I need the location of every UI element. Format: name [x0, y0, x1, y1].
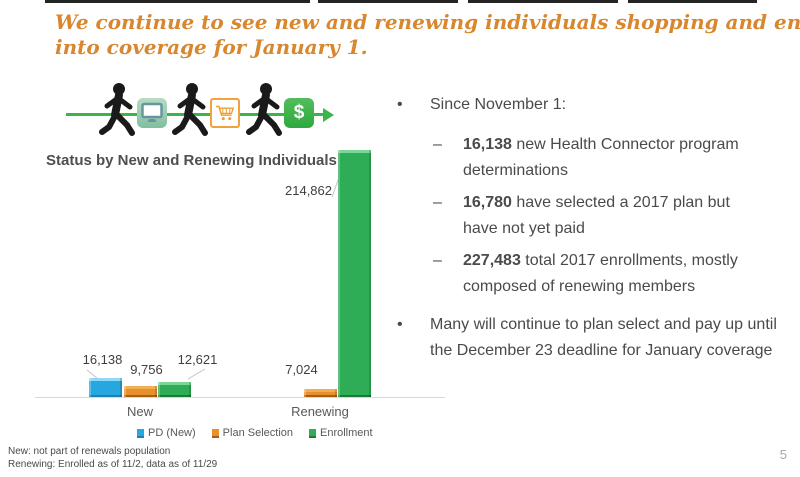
- sub-bullet-item: – 16,138 new Health Connector program de…: [390, 132, 763, 184]
- sub-bullet-item: – 16,780 have selected a 2017 plan but h…: [390, 190, 763, 242]
- top-edge-artifact: [628, 0, 757, 3]
- legend-item: Plan Selection: [211, 427, 293, 439]
- bar-enrollment-new: [158, 382, 191, 397]
- stat-number: 227,483: [463, 252, 521, 269]
- chart-title: Status by New and Renewing Individuals: [46, 152, 337, 169]
- bar-plan-selection-new: [124, 386, 157, 397]
- sub-bullet-text: new Health Connector program determinati…: [463, 136, 739, 179]
- legend-label: PD (New): [148, 427, 196, 439]
- bullet-text: Since November 1:: [430, 96, 567, 113]
- dollar-glyph: $: [293, 102, 305, 123]
- dash-glyph: –: [433, 252, 442, 269]
- legend-item: PD (New): [137, 427, 196, 439]
- legend-swatch: [137, 428, 144, 438]
- data-label: 7,024: [285, 362, 318, 377]
- data-label: 16,138: [82, 352, 123, 367]
- top-edge-artifact: [45, 0, 310, 3]
- chart-plot-area: 16,138 9,756 7,024 12,621 214,862: [35, 150, 445, 397]
- enrollment-flow-diagram: $: [60, 80, 350, 146]
- slide-title: We continue to see new and renewing indi…: [55, 10, 800, 60]
- bullet-item: • Since November 1:: [390, 92, 780, 118]
- data-label: 9,756: [130, 362, 163, 377]
- data-label: 214,862: [285, 183, 332, 198]
- top-edge-artifact: [318, 0, 458, 3]
- footnote-line-2: Renewing: Enrolled as of 11/2, data as o…: [8, 459, 218, 470]
- bullet-list: • Since November 1: – 16,138 new Health …: [390, 92, 790, 364]
- legend-item: Enrollment: [309, 427, 373, 439]
- stat-number: 16,138: [463, 136, 512, 153]
- flow-arrow-line: [66, 113, 326, 116]
- bar-enrollment-renewing: [338, 150, 371, 397]
- legend-swatch: [211, 428, 219, 438]
- dollar-icon: $: [284, 98, 314, 128]
- walking-person-icon: [172, 83, 208, 136]
- flow-arrow-head-icon: [323, 108, 334, 122]
- chart-axis-baseline: [35, 397, 445, 398]
- walking-person-icon: [99, 83, 135, 136]
- walking-person-icon: [246, 83, 282, 136]
- sub-bullet-text: have selected a 2017 plan but have not y…: [463, 194, 730, 237]
- slide-title-line-1: We continue to see new and renewing indi…: [55, 10, 800, 34]
- computer-monitor-icon: [137, 98, 167, 128]
- sub-bullet-item: – 227,483 total 2017 enrollments, mostly…: [390, 248, 763, 300]
- legend-label: Enrollment: [320, 427, 373, 439]
- bar-pd-new--new: [89, 378, 122, 397]
- legend-label: Plan Selection: [222, 427, 293, 439]
- dash-glyph: –: [433, 194, 442, 211]
- bullet-text: Many will continue to plan select and pa…: [430, 316, 777, 359]
- top-edge-artifact: [468, 0, 618, 3]
- data-label: 12,621: [177, 352, 218, 367]
- bar-plan-selection-renewing: [304, 389, 337, 397]
- bullet-glyph: •: [397, 96, 403, 113]
- bullet-item: • Many will continue to plan select and …: [390, 312, 780, 364]
- category-label-new: New: [126, 404, 153, 419]
- stat-number: 16,780: [463, 194, 512, 211]
- footnote-line-1: New: not part of renewals population: [8, 446, 171, 457]
- chart-legend: PD (New) Plan Selection Enrollment: [137, 427, 373, 439]
- category-label-renewing: Renewing: [291, 404, 349, 419]
- slide-title-line-2: into coverage for January 1.: [55, 35, 368, 59]
- shopping-cart-icon: [210, 98, 240, 128]
- page-number: 5: [779, 447, 787, 462]
- dash-glyph: –: [433, 136, 442, 153]
- legend-swatch: [309, 428, 316, 438]
- bullet-glyph: •: [397, 316, 403, 333]
- sub-bullet-text: total 2017 enrollments, mostly composed …: [463, 252, 738, 295]
